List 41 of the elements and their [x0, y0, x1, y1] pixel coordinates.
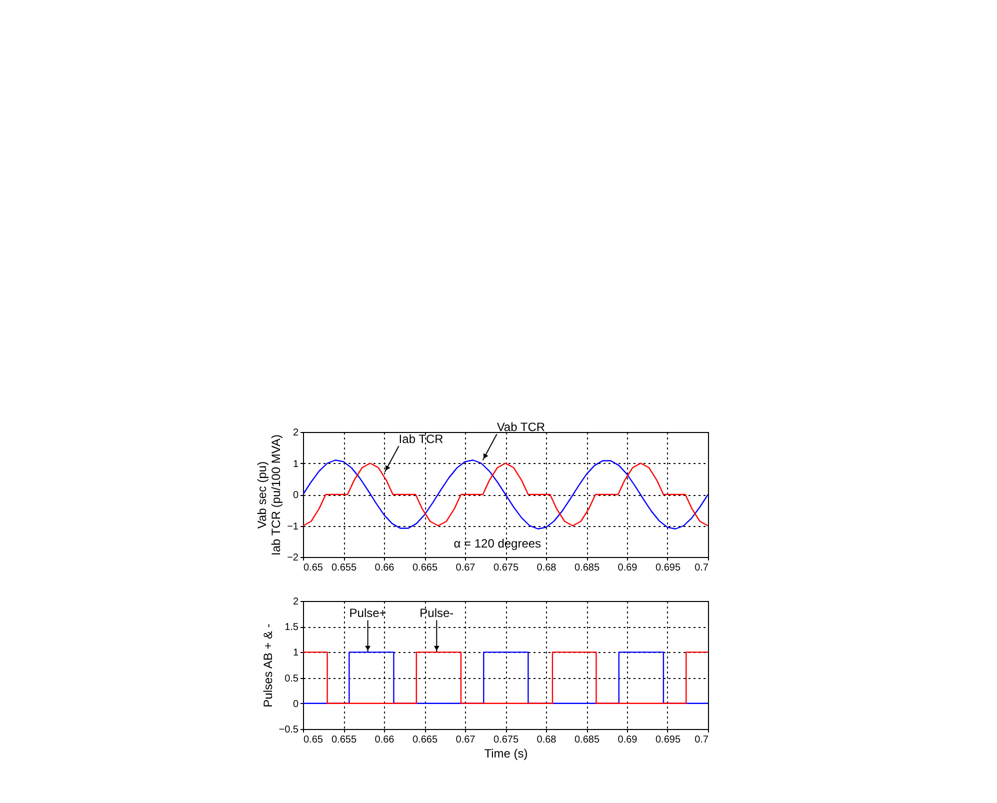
y-tick-label: 0 — [292, 490, 299, 501]
y-tick-label: 2 — [292, 428, 299, 438]
x-tick-label: 0.67 — [456, 562, 476, 574]
x-axis-title: Time (s) — [484, 746, 528, 760]
x-tick-label: 0.675 — [493, 734, 519, 746]
x-tick-label: 0.66 — [374, 734, 395, 746]
annotation: Pulse- — [420, 606, 454, 620]
x-tick-label: 0.7 — [694, 562, 709, 574]
y-axis-title: Vab sec (pu) Iab TCR (pu/100 MVA) — [255, 434, 284, 556]
y-tick-label: 1 — [292, 458, 299, 470]
y-axis-title: Pulses AB + & - — [260, 624, 275, 708]
y-tick-label: 2 — [292, 596, 299, 608]
x-tick-label: 0.7 — [694, 734, 709, 746]
y-tick-label: 1.5 — [284, 622, 299, 634]
y-tick-label: −0.5 — [278, 724, 299, 736]
x-tick-label: 0.685 — [574, 562, 600, 574]
y-tick-label: −1 — [287, 521, 299, 532]
x-tick-label: 0.69 — [618, 562, 638, 574]
y-tick-label: 0 — [292, 698, 299, 710]
x-tick-label: 0.65 — [304, 562, 324, 574]
x-tick-label: 0.66 — [374, 562, 395, 574]
x-tick-label: 0.67 — [456, 734, 476, 746]
x-tick-label: 0.695 — [655, 734, 681, 746]
y-tick-label: −2 — [287, 552, 299, 564]
y-tick-label: 0.5 — [284, 673, 299, 684]
x-tick-label: 0.68 — [536, 562, 557, 574]
annotation: α = 120 degrees — [454, 536, 542, 550]
annotation: Iab TCR — [398, 432, 444, 446]
y-tick-label: 1 — [292, 648, 299, 659]
x-tick-label: 0.685 — [574, 734, 600, 746]
annotation: Vab TCR — [496, 420, 546, 434]
x-tick-label: 0.655 — [331, 734, 357, 746]
annotation: Pulse+ — [349, 606, 386, 620]
x-tick-label: 0.665 — [412, 562, 438, 574]
x-tick-label: 0.655 — [331, 562, 357, 574]
x-tick-label: 0.675 — [493, 562, 519, 574]
x-tick-label: 0.695 — [655, 562, 681, 574]
x-tick-label: 0.68 — [536, 734, 557, 746]
x-tick-label: 0.65 — [304, 734, 324, 746]
x-tick-label: 0.69 — [618, 734, 638, 746]
x-tick-label: 0.665 — [412, 734, 438, 746]
